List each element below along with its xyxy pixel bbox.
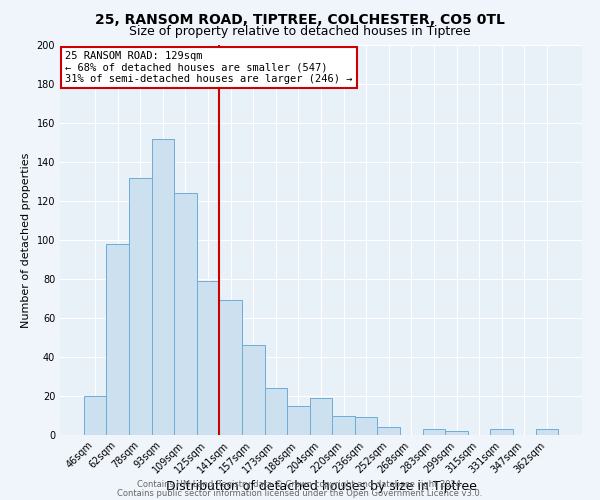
Bar — [84, 396, 106, 435]
Bar — [310, 398, 332, 435]
Bar — [106, 244, 129, 435]
Bar — [422, 429, 445, 435]
Text: Contains public sector information licensed under the Open Government Licence v3: Contains public sector information licen… — [118, 488, 482, 498]
Bar — [377, 427, 400, 435]
Bar — [355, 418, 377, 435]
Bar — [174, 193, 197, 435]
Bar — [332, 416, 355, 435]
Bar — [445, 431, 468, 435]
Text: Contains HM Land Registry data © Crown copyright and database right 2024.: Contains HM Land Registry data © Crown c… — [137, 480, 463, 489]
Bar — [265, 388, 287, 435]
Y-axis label: Number of detached properties: Number of detached properties — [21, 152, 31, 328]
Bar — [197, 281, 220, 435]
X-axis label: Distribution of detached houses by size in Tiptree: Distribution of detached houses by size … — [166, 480, 476, 494]
Bar — [490, 429, 513, 435]
Text: Size of property relative to detached houses in Tiptree: Size of property relative to detached ho… — [129, 25, 471, 38]
Bar — [287, 406, 310, 435]
Text: 25, RANSOM ROAD, TIPTREE, COLCHESTER, CO5 0TL: 25, RANSOM ROAD, TIPTREE, COLCHESTER, CO… — [95, 12, 505, 26]
Bar — [129, 178, 152, 435]
Bar — [536, 429, 558, 435]
Text: 25 RANSOM ROAD: 129sqm
← 68% of detached houses are smaller (547)
31% of semi-de: 25 RANSOM ROAD: 129sqm ← 68% of detached… — [65, 51, 353, 84]
Bar — [152, 138, 174, 435]
Bar — [242, 346, 265, 435]
Bar — [220, 300, 242, 435]
